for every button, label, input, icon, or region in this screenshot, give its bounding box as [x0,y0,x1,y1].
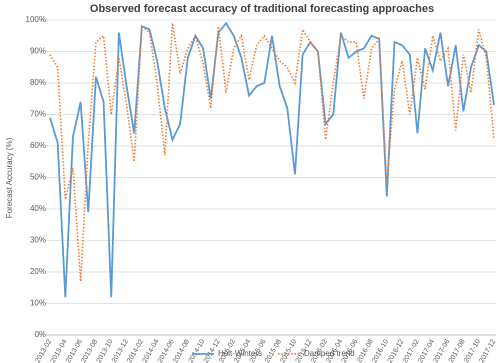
y-tick-label: 40% [30,204,46,213]
y-tick-label: 100% [26,15,46,24]
y-tick-label: 60% [30,141,46,150]
legend-label: Damped trend [304,349,355,358]
y-tick-label: 10% [30,299,46,308]
y-tick-label: 80% [30,78,46,87]
legend-label: Holt-Winters [218,349,262,358]
series-line [49,21,495,298]
y-tick-label: 20% [30,267,46,276]
chart-title: Observed forecast accuracy of traditiona… [90,3,434,15]
y-tick-label: 0% [34,330,46,339]
y-tick-label: 30% [30,236,46,245]
y-tick-label: 50% [30,173,46,182]
y-axis-label: Forecast Accuracy (%) [5,137,14,218]
y-tick-label: 90% [30,47,46,56]
series-line [49,23,495,282]
y-tick-label: 70% [30,110,46,119]
